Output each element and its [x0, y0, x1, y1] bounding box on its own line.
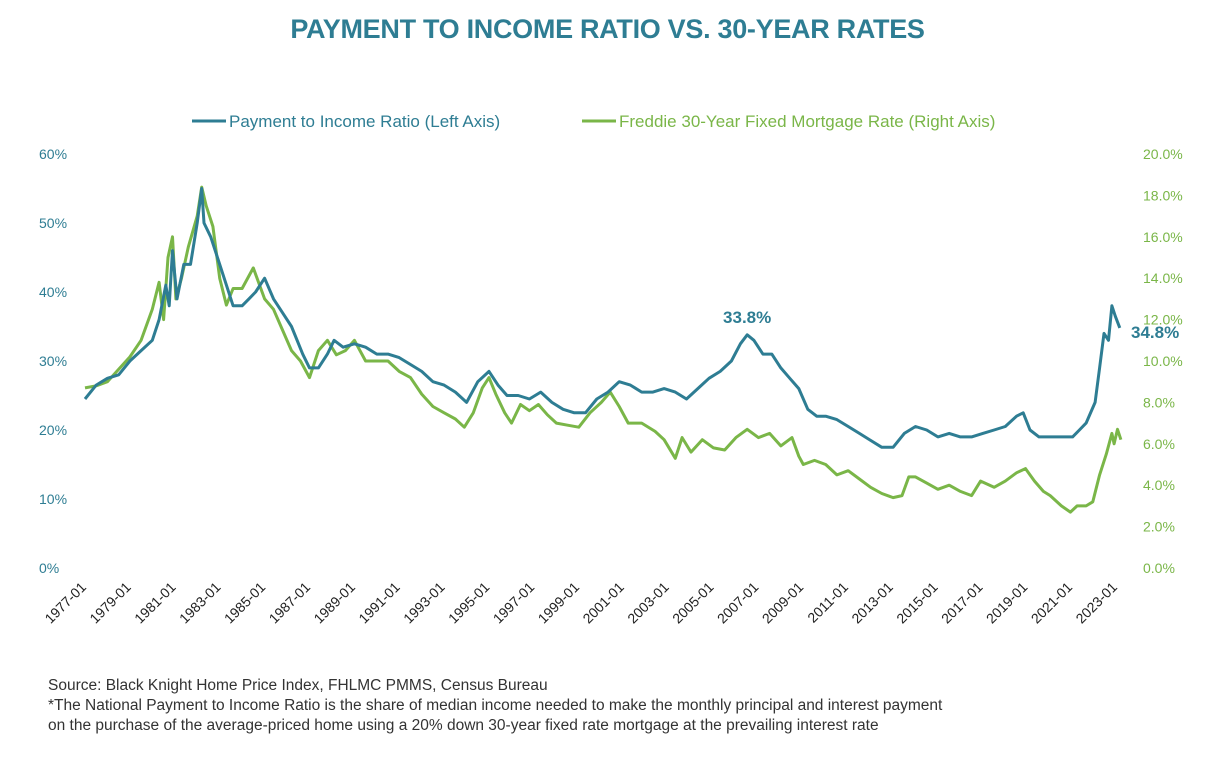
legend-label-pti: Payment to Income Ratio (Left Axis) [229, 112, 500, 131]
x-tick-label: 2009-01 [759, 579, 807, 627]
x-tick-label: 1983-01 [176, 579, 224, 627]
x-tick-label: 1999-01 [535, 579, 583, 627]
x-tick-label: 2019-01 [983, 579, 1031, 627]
x-tick-label: 1991-01 [355, 579, 403, 627]
annotations: 33.8% 34.8% [723, 308, 1179, 342]
right-tick-label: 14.0% [1143, 270, 1183, 286]
x-tick-label: 1979-01 [86, 579, 134, 627]
left-tick-label: 50% [39, 215, 67, 231]
x-tick-label: 1995-01 [445, 579, 493, 627]
left-tick-label: 30% [39, 353, 67, 369]
x-tick-label: 1987-01 [266, 579, 314, 627]
x-tick-label: 2011-01 [804, 579, 851, 626]
x-tick-label: 1997-01 [490, 579, 538, 627]
left-tick-label: 40% [39, 284, 67, 300]
legend-label-rate: Freddie 30-Year Fixed Mortgage Rate (Rig… [619, 112, 995, 131]
right-tick-label: 18.0% [1143, 187, 1183, 203]
series-layer [83, 185, 1123, 514]
x-tick-label: 1981-01 [131, 579, 179, 627]
x-axis: 1977-011979-011981-011983-011985-011987-… [41, 579, 1120, 627]
x-tick-label: 2021-01 [1028, 579, 1076, 627]
x-tick-label: 1993-01 [400, 579, 448, 627]
x-tick-label: 2001-01 [579, 579, 627, 627]
annotation-peak-2006: 33.8% [723, 308, 771, 327]
chart-canvas: Payment to Income Ratio (Left Axis) Fred… [39, 112, 1183, 627]
right-tick-label: 10.0% [1143, 353, 1183, 369]
source-note: Source: Black Knight Home Price Index, F… [48, 677, 548, 694]
legend: Payment to Income Ratio (Left Axis) Fred… [192, 112, 995, 131]
right-tick-label: 6.0% [1143, 436, 1175, 452]
right-tick-label: 4.0% [1143, 477, 1175, 493]
x-tick-label: 1989-01 [310, 579, 358, 627]
x-tick-label: 2023-01 [1072, 579, 1120, 627]
x-tick-label: 2007-01 [714, 579, 762, 627]
left-tick-label: 10% [39, 491, 67, 507]
right-tick-label: 20.0% [1143, 146, 1183, 162]
left-tick-label: 20% [39, 422, 67, 438]
definition-note-line-2: on the purchase of the average-priced ho… [48, 717, 879, 734]
x-tick-label: 2015-01 [893, 579, 941, 627]
left-tick-label: 0% [39, 560, 59, 576]
left-tick-label: 60% [39, 146, 67, 162]
x-tick-label: 2005-01 [669, 579, 717, 627]
right-tick-label: 16.0% [1143, 229, 1183, 245]
pti-line [83, 187, 1122, 449]
chart-title: PAYMENT TO INCOME RATIO VS. 30-YEAR RATE… [290, 14, 925, 44]
annotation-current: 34.8% [1131, 323, 1179, 342]
x-tick-label: 1985-01 [221, 579, 269, 627]
right-axis: 0.0% 2.0% 4.0% 6.0% 8.0% 10.0% 12.0% 14.0% 16.0%… [1143, 146, 1183, 576]
right-tick-label: 2.0% [1143, 519, 1175, 535]
x-tick-label: 2017-01 [938, 579, 986, 627]
left-axis: 0% 10% 20% 30% 40% 50% 60% [39, 146, 67, 576]
definition-note-line-1: *The National Payment to Income Ratio is… [48, 697, 943, 714]
right-tick-label: 0.0% [1143, 560, 1175, 576]
right-tick-label: 12.0% [1143, 312, 1183, 328]
x-tick-label: 1977-01 [41, 579, 89, 627]
x-tick-label: 2003-01 [624, 579, 672, 627]
footnotes: Source: Black Knight Home Price Index, F… [48, 676, 1168, 736]
rate-line [84, 185, 1123, 514]
x-tick-label: 2013-01 [848, 579, 896, 627]
right-tick-label: 8.0% [1143, 394, 1175, 410]
